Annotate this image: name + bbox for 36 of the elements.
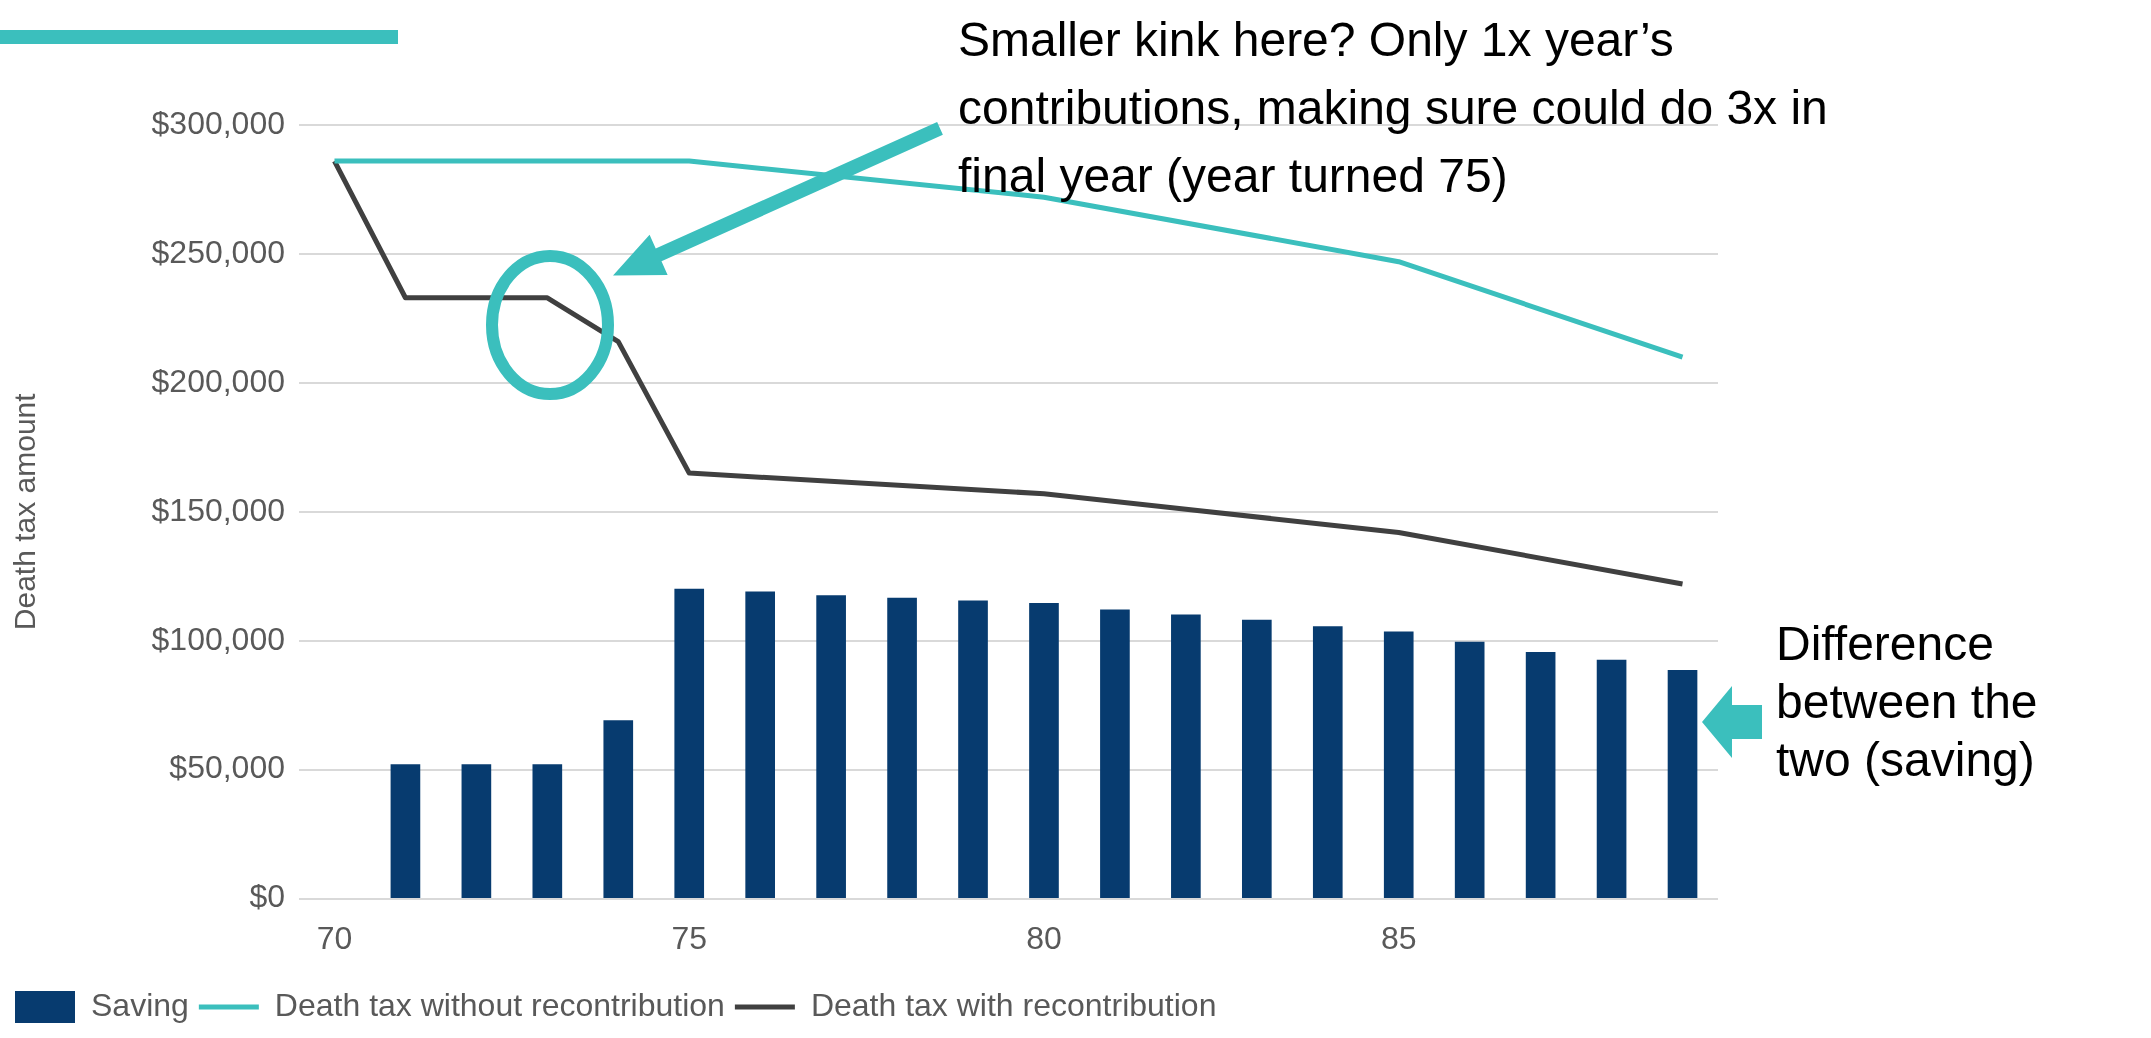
bar — [1596, 659, 1627, 898]
bar — [1667, 670, 1698, 898]
bar — [603, 720, 634, 898]
bar — [1241, 619, 1272, 898]
bar — [1383, 631, 1414, 898]
y-tick-label: $300,000 — [151, 104, 285, 141]
y-tick-label: $50,000 — [169, 749, 285, 786]
x-tick-label: 85 — [1380, 919, 1417, 956]
bar — [532, 764, 563, 898]
y-tick-label: $0 — [249, 878, 285, 915]
bar — [461, 764, 492, 898]
bar — [674, 588, 705, 898]
bar — [745, 591, 776, 898]
bar — [958, 600, 988, 898]
text: Difference between the two (saving) — [1776, 616, 2039, 788]
bar — [1171, 614, 1201, 898]
x-tick-label: 75 — [671, 919, 708, 956]
bar — [1100, 609, 1130, 898]
bar — [1525, 652, 1556, 898]
legend-label: Death tax without recontribution — [274, 986, 725, 1023]
bar — [390, 764, 421, 898]
y-axis-title: Death tax amount — [8, 392, 42, 631]
bar — [1029, 603, 1059, 898]
bar — [1312, 626, 1343, 898]
annotation: Smaller kink here? Only 1x year’s contributions, making sure could do 3x in final year (year turned 75) — [958, 12, 1828, 204]
bar — [887, 597, 917, 898]
bar — [816, 595, 846, 898]
x-tick-label: 80 — [1026, 919, 1062, 956]
y-tick-label: $150,000 — [151, 491, 285, 528]
y-tick-label: $250,000 — [151, 233, 285, 270]
y-tick-label: $100,000 — [151, 620, 285, 657]
legend-label: Saving — [91, 986, 189, 1023]
y-tick-label: $200,000 — [151, 362, 285, 399]
x-tick-label: 70 — [316, 919, 353, 956]
legend-label: Death tax with recontribution — [810, 986, 1217, 1023]
bar — [1454, 641, 1485, 898]
